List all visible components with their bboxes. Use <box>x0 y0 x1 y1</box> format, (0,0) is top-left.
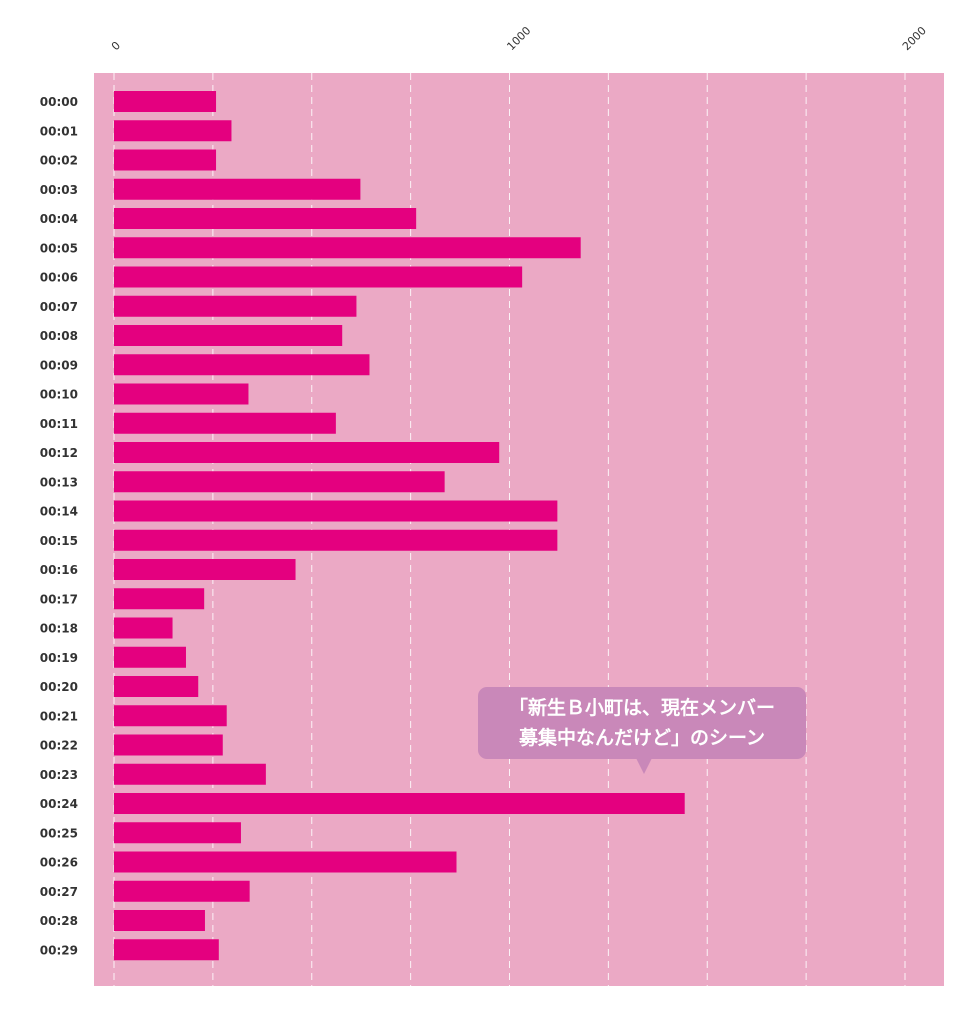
bar-00-02 <box>114 149 217 171</box>
bar-00-25 <box>114 822 241 844</box>
bar-00-04 <box>114 208 417 229</box>
annotation-line-2: 募集中なんだけど」のシーン <box>518 727 766 749</box>
bar-00-01 <box>114 120 232 142</box>
category-label: 00:07 <box>40 300 78 314</box>
category-label: 00:24 <box>40 797 78 811</box>
annotation-line-1: 「新生Ｂ小町は、現在メンバー <box>508 697 775 719</box>
bar-00-20 <box>114 676 199 697</box>
bar-00-08 <box>114 325 343 346</box>
annotation-callout: 「新生Ｂ小町は、現在メンバー 募集中なんだけど」のシーン <box>478 687 806 759</box>
bar-00-09 <box>114 354 370 376</box>
category-label: 00:09 <box>40 358 78 372</box>
tick-label: 0 <box>109 39 123 53</box>
category-label: 00:18 <box>40 622 78 636</box>
bar-00-18 <box>114 617 173 639</box>
tick-label: 2000 <box>900 24 929 53</box>
bar-00-21 <box>114 705 227 727</box>
category-label: 00:15 <box>40 534 78 548</box>
bar-00-26 <box>114 851 457 873</box>
category-label: 00:22 <box>40 739 78 753</box>
category-label: 00:00 <box>40 95 78 109</box>
category-label: 00:26 <box>40 856 78 870</box>
annotation-pointer <box>636 758 652 774</box>
bar-00-23 <box>114 763 266 785</box>
category-label: 00:01 <box>40 124 78 138</box>
category-label: 00:27 <box>40 885 78 899</box>
bar-00-24 <box>114 793 685 814</box>
category-label: 00:12 <box>40 446 78 460</box>
bar-00-12 <box>114 442 500 463</box>
category-label: 00:10 <box>40 388 78 402</box>
bar-00-17 <box>114 588 205 610</box>
category-label: 00:11 <box>40 417 78 431</box>
category-label: 00:28 <box>40 914 78 928</box>
category-label: 00:25 <box>40 826 78 840</box>
bar-00-00 <box>114 91 217 112</box>
bar-00-14 <box>114 500 558 522</box>
bar-00-22 <box>114 734 223 756</box>
bar-00-06 <box>114 266 523 288</box>
category-label: 00:21 <box>40 709 78 723</box>
category-label: 00:13 <box>40 475 78 489</box>
bar-00-28 <box>114 910 205 931</box>
bar-00-03 <box>114 178 361 200</box>
bar-00-11 <box>114 412 336 434</box>
tick-label: 1000 <box>504 24 533 53</box>
bar-00-19 <box>114 646 186 668</box>
category-label: 00:04 <box>40 212 78 226</box>
category-label: 00:23 <box>40 768 78 782</box>
category-label: 00:08 <box>40 329 78 343</box>
category-label: 00:05 <box>40 241 78 255</box>
bar-00-13 <box>114 471 445 493</box>
bars <box>114 91 685 961</box>
category-label: 00:06 <box>40 271 78 285</box>
category-label: 00:16 <box>40 563 78 577</box>
category-label: 00:20 <box>40 680 78 694</box>
category-label: 00:02 <box>40 154 78 168</box>
category-labels: 00:00 00:01 00:02 00:03 00:04 00:05 00:06 00:07… <box>40 95 78 957</box>
bar-00-29 <box>114 939 219 961</box>
category-label: 00:19 <box>40 651 78 665</box>
category-label: 00:17 <box>40 592 78 606</box>
bar-00-27 <box>114 880 250 902</box>
category-label: 00:14 <box>40 505 78 519</box>
category-label: 00:29 <box>40 943 78 957</box>
bar-00-16 <box>114 559 296 580</box>
category-label: 00:03 <box>40 183 78 197</box>
bar-00-15 <box>114 529 558 551</box>
bar-00-07 <box>114 295 357 317</box>
axis-ticks: 0 1000 2000 <box>109 24 929 53</box>
bar-00-05 <box>114 237 581 259</box>
bar-00-10 <box>114 383 249 405</box>
